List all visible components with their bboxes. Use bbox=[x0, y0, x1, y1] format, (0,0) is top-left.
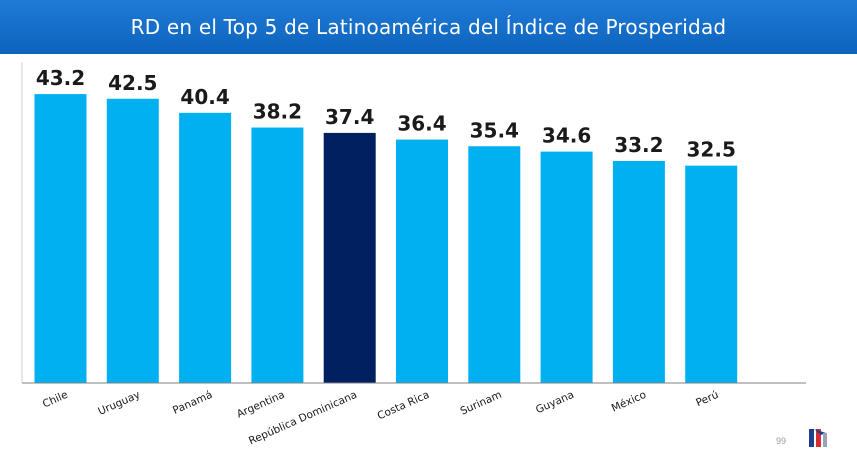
data-label: 36.4 bbox=[397, 112, 446, 136]
logo-icon bbox=[809, 429, 827, 447]
bar-2 bbox=[106, 98, 159, 383]
category-tick-label: Perú bbox=[694, 389, 720, 409]
data-label: 35.4 bbox=[470, 118, 519, 142]
category-tick-label: México bbox=[610, 389, 648, 415]
data-label: 32.5 bbox=[687, 138, 736, 162]
bar-5 bbox=[323, 132, 376, 383]
chart-title: RD en el Top 5 de Latinoamérica del Índi… bbox=[130, 15, 727, 39]
bar-10 bbox=[685, 165, 738, 383]
data-label: 38.2 bbox=[253, 100, 302, 124]
category-tick-label: Surinam bbox=[459, 389, 504, 418]
bar-3 bbox=[179, 112, 232, 383]
data-label: 37.4 bbox=[325, 105, 374, 129]
bar-4 bbox=[251, 127, 304, 383]
category-tick-label: Uruguay bbox=[96, 389, 142, 418]
data-label: 40.4 bbox=[180, 85, 229, 109]
bar-7 bbox=[468, 146, 521, 383]
page-number: 99 bbox=[776, 436, 787, 446]
bar-chart: 43.2 Chile 42.5 Uruguay 40.4 Panamá 38.2 Argent… bbox=[21, 62, 806, 447]
category-tick-label: Panamá bbox=[171, 389, 214, 417]
category-tick-label: Argentina bbox=[235, 389, 287, 421]
category-tick-label: Guyana bbox=[534, 389, 576, 416]
data-label: 42.5 bbox=[108, 71, 157, 95]
data-label: 43.2 bbox=[36, 66, 85, 90]
bar-9 bbox=[612, 160, 665, 383]
data-label: 33.2 bbox=[614, 133, 663, 157]
bar-6 bbox=[396, 139, 448, 383]
data-label: 34.6 bbox=[542, 124, 591, 148]
category-tick-label: Chile bbox=[41, 389, 70, 411]
bar-8 bbox=[540, 151, 593, 383]
title-bar: RD en el Top 5 de Latinoamérica del Índi… bbox=[0, 0, 857, 54]
bar-1 bbox=[34, 94, 87, 383]
category-tick-label: Costa Rica bbox=[376, 389, 432, 423]
